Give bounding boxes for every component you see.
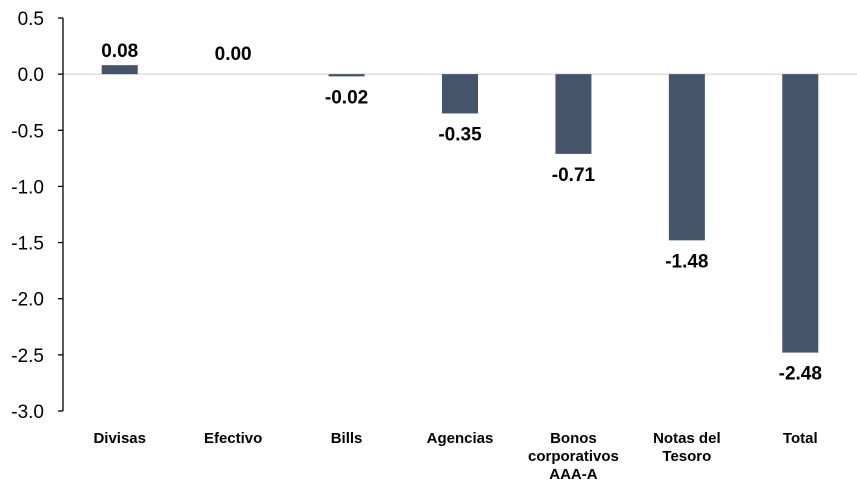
y-tick-label: 0.5	[18, 9, 44, 30]
x-category-label-line: Bills	[331, 430, 363, 447]
y-tick-label: -3.0	[11, 402, 44, 423]
bar	[328, 74, 365, 77]
x-category-label: Efectivo	[204, 430, 262, 447]
bar	[101, 65, 138, 75]
x-category-label-line: Tesoro	[662, 448, 711, 465]
x-category-label-line: Bonos	[550, 430, 597, 447]
bar	[668, 74, 705, 241]
x-category-label-line: Efectivo	[204, 430, 262, 447]
x-category-label-line: corporativos	[528, 448, 619, 465]
bar	[555, 74, 592, 154]
y-tick-label: -2.0	[11, 290, 44, 311]
y-tick-label: -0.5	[11, 121, 44, 142]
x-category-label: Total	[783, 430, 818, 447]
x-category-label: Bonos corporativos AAA-A	[528, 430, 619, 483]
data-label: 0.00	[215, 44, 252, 65]
data-label: -0.02	[325, 87, 368, 108]
data-label: -0.71	[552, 165, 596, 186]
bar	[782, 74, 819, 353]
x-category-label-line: Agencias	[427, 430, 494, 447]
y-tick-label: -1.5	[11, 234, 44, 255]
data-label: -2.48	[779, 364, 822, 385]
y-tick-label: -2.5	[11, 346, 44, 367]
x-category-label: Bills	[331, 430, 363, 447]
x-category-label: Divisas	[93, 430, 146, 447]
data-label: -0.35	[438, 124, 482, 145]
data-label: 0.08	[101, 41, 138, 62]
x-category-label: Notas del Tesoro	[653, 430, 721, 465]
x-category-label-line: Divisas	[93, 430, 146, 447]
bar	[442, 74, 478, 114]
x-category-label-line: AAA-A	[549, 466, 597, 483]
x-category-label: Agencias	[427, 430, 494, 447]
x-category-label-line: Notas del	[653, 430, 721, 447]
x-category-label-line: Total	[783, 430, 818, 447]
data-label: -1.48	[665, 251, 708, 272]
y-tick-label: -1.0	[11, 177, 44, 198]
y-tick-label: 0.0	[18, 65, 44, 86]
